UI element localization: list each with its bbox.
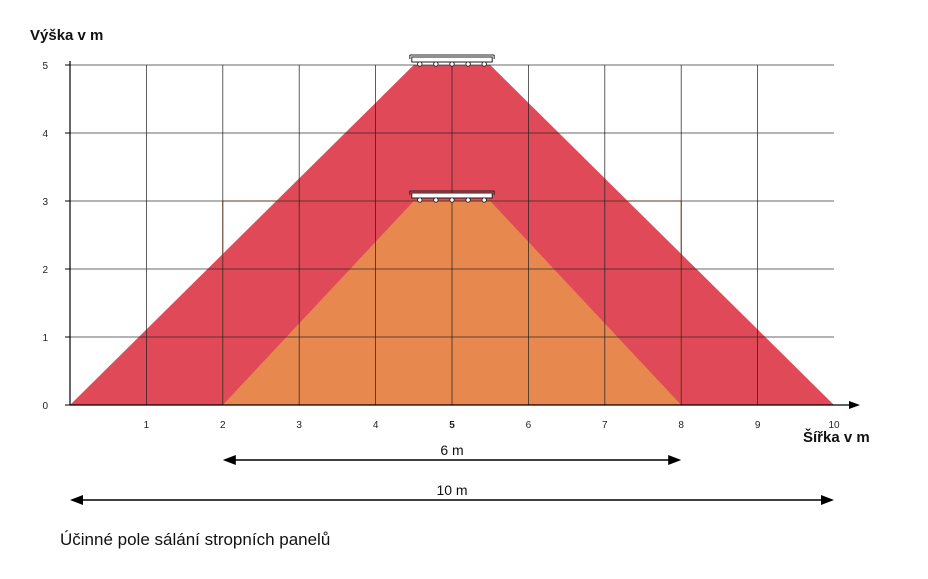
- x-tick-label: 1: [144, 420, 150, 431]
- grid-lines: [70, 64, 834, 405]
- y-axis-title: Výška v m: [30, 27, 103, 44]
- panel-tube: [481, 61, 487, 67]
- y-tick-label: 4: [42, 129, 48, 140]
- x-tick-label: 3: [296, 420, 302, 431]
- dimension-arrowhead-right: [821, 495, 834, 505]
- panel-body: [411, 192, 493, 199]
- x-tick-label: 8: [678, 420, 684, 431]
- dimension-arrow: 6 m: [222, 442, 682, 465]
- tick-labels: 1 2 3 4 5 6 7 8 9 10 0 1 2 3 4 5: [42, 61, 840, 431]
- x-tick-label: 7: [602, 420, 608, 431]
- y-tick-label: 1: [42, 333, 48, 344]
- panel-tube: [433, 61, 439, 67]
- x-tick-label: 10: [828, 420, 840, 431]
- y-tick-label: 5: [42, 61, 48, 72]
- ceiling-panels: [409, 54, 495, 203]
- dimension-label: 6 m: [440, 442, 463, 458]
- x-tick-label: 6: [526, 420, 532, 431]
- x-axis-arrowhead: [849, 401, 860, 409]
- y-tick-label: 2: [42, 265, 48, 276]
- caption: Účinné pole sálání stropních panelů: [60, 530, 330, 549]
- panel-tube: [449, 61, 455, 67]
- x-tick-label: 4: [373, 420, 379, 431]
- x-tick-label: 9: [755, 420, 761, 431]
- panel-tube: [449, 197, 455, 203]
- ceiling-panel-icon: [409, 54, 495, 67]
- panel-tube: [481, 197, 487, 203]
- y-tick-label: 0: [42, 401, 48, 412]
- x-tick-label: 2: [220, 420, 226, 431]
- x-tick-label: 5: [449, 420, 455, 431]
- x-axis-title: Šířka v m: [803, 428, 870, 446]
- panel-body: [411, 56, 493, 63]
- dimension-arrowhead-left: [222, 455, 236, 465]
- panel-tube: [433, 197, 439, 203]
- axes: [65, 61, 860, 409]
- panel-tube: [417, 197, 423, 203]
- panel-tube: [465, 61, 471, 67]
- dimension-label: 10 m: [436, 482, 467, 498]
- dimension-arrows: 6 m 10 m: [70, 442, 834, 505]
- dimension-arrowhead-right: [668, 455, 682, 465]
- y-tick-label: 3: [42, 197, 48, 208]
- ceiling-panel-icon: [409, 190, 495, 203]
- dimension-arrowhead-left: [70, 495, 83, 505]
- panel-tube: [417, 61, 423, 67]
- panel-tube: [465, 197, 471, 203]
- dimension-arrow: 10 m: [70, 482, 834, 505]
